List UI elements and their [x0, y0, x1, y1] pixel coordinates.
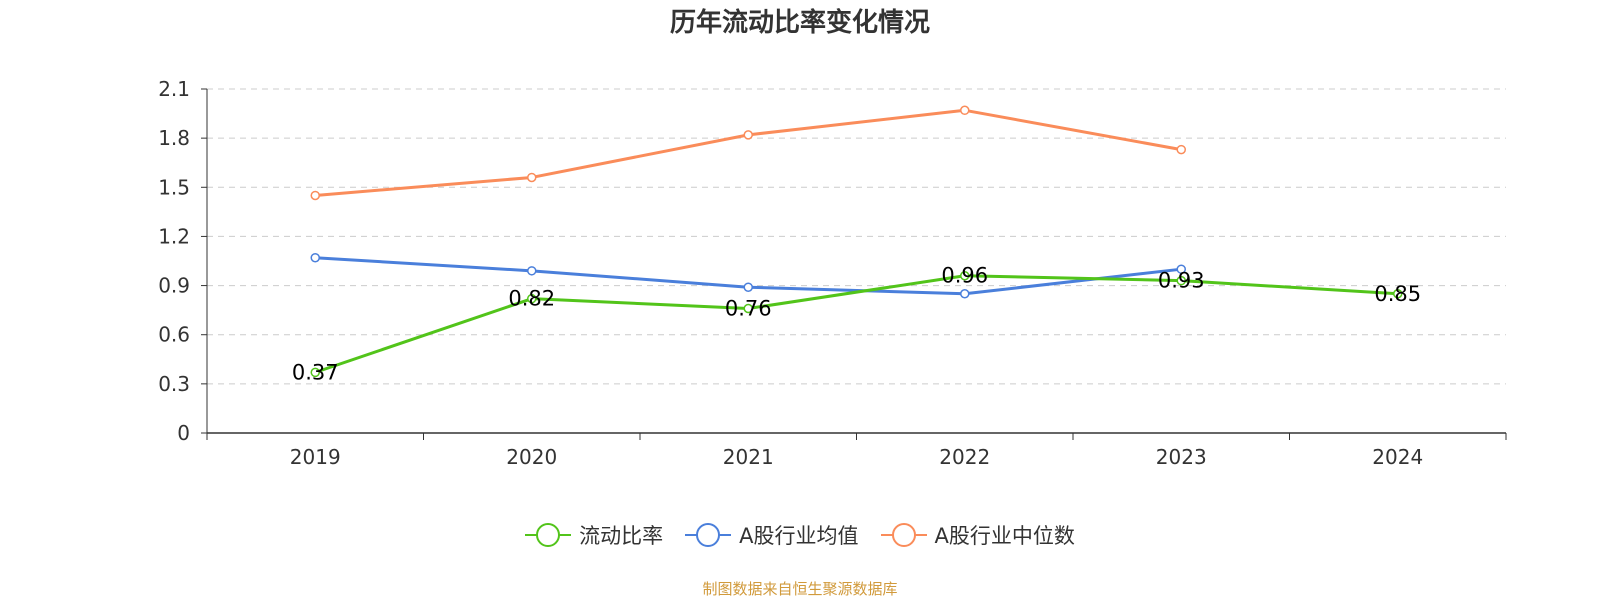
x-tick-label: 2020 — [506, 445, 557, 469]
grid-lines — [207, 88, 1506, 385]
data-label: 0.82 — [508, 287, 555, 311]
legend-label: A股行业均值 — [739, 524, 859, 548]
data-point — [960, 105, 970, 116]
legend-label: 流动比率 — [579, 524, 664, 548]
legend-item-current-ratio[interactable]: 流动比率 — [525, 520, 663, 550]
y-tick-label: 1.5 — [158, 175, 190, 199]
x-tick-label: 2023 — [1156, 445, 1207, 469]
x-tick-label: 2024 — [1372, 445, 1423, 469]
legend-item-industry-median[interactable]: A股行业中位数 — [880, 520, 1075, 550]
data-point — [310, 367, 320, 378]
data-label: 0.85 — [1374, 282, 1421, 306]
legend-label: A股行业中位数 — [934, 524, 1075, 548]
legend: 流动比率 A股行业均值 A股行业中位数 — [0, 520, 1600, 550]
data-point — [1176, 275, 1186, 286]
data-point — [1176, 144, 1186, 155]
x-tick-label: 2019 — [290, 445, 341, 469]
series-line-0 — [314, 274, 1398, 374]
data-point — [310, 252, 320, 263]
data-labels: 0.37 0.82 0.76 0.96 0.93 0.85 — [292, 264, 1421, 385]
axes: 0 0.3 0.6 0.9 1.2 1.5 1.8 2.1 2019 2020 2021 2022 20… — [158, 77, 1507, 469]
y-tick-label: 2.1 — [158, 77, 190, 101]
data-label: 0.93 — [1158, 269, 1205, 293]
x-tick-label: 2021 — [723, 445, 774, 469]
y-tick-label: 0 — [177, 421, 190, 445]
data-label: 0.76 — [725, 297, 772, 321]
legend-marker-industry-avg — [685, 522, 732, 548]
legend-marker-current-ratio — [525, 522, 572, 548]
series-lines — [310, 105, 1403, 378]
series-line-2 — [315, 108, 1182, 197]
data-label: 0.37 — [292, 360, 339, 384]
data-point — [310, 190, 320, 201]
legend-marker-industry-median — [880, 522, 927, 548]
data-label: 0.96 — [941, 264, 988, 288]
y-tick-label: 0.9 — [158, 274, 190, 298]
data-point — [743, 282, 753, 292]
data-point — [743, 130, 753, 140]
y-tick-label: 0.3 — [158, 372, 190, 396]
chart-title: 历年流动比率变化情况 — [669, 8, 930, 38]
x-tick-label: 2022 — [939, 445, 990, 469]
data-point — [960, 289, 970, 299]
data-point — [527, 172, 537, 183]
data-point — [743, 303, 753, 314]
source-note: 制图数据来自恒生聚源数据库 — [702, 580, 898, 598]
legend-item-industry-avg[interactable]: A股行业均值 — [685, 520, 859, 550]
data-point — [960, 270, 970, 281]
y-tick-label: 0.6 — [158, 323, 190, 347]
data-point — [1176, 264, 1186, 274]
y-tick-label: 1.8 — [158, 126, 190, 150]
data-point — [527, 293, 537, 304]
data-point — [527, 266, 537, 276]
data-point — [1393, 289, 1403, 299]
y-tick-label: 1.2 — [158, 224, 190, 248]
